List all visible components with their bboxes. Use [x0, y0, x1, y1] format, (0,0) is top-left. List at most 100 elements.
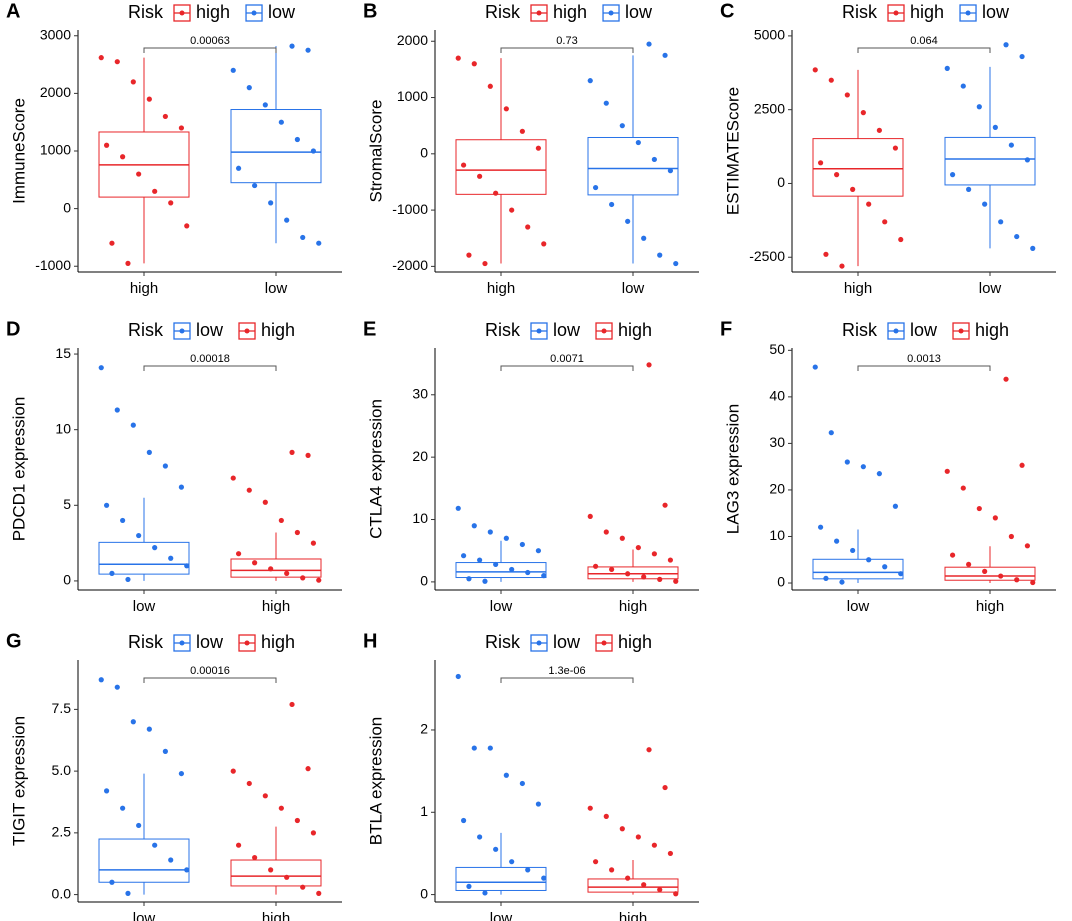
y-tick-label: 2500 — [754, 100, 785, 116]
y-tick-label: 40 — [769, 388, 785, 404]
p-value: 0.73 — [556, 35, 577, 47]
y-tick-label: 30 — [769, 434, 785, 450]
point — [482, 578, 488, 584]
point — [152, 842, 158, 848]
point — [162, 113, 168, 120]
y-tick-label: -1000 — [35, 257, 71, 273]
point — [278, 119, 284, 125]
legend-label: high — [261, 632, 295, 652]
point — [609, 201, 615, 208]
x-tick-label: high — [262, 910, 290, 921]
legend-title: Risk — [128, 2, 164, 22]
legend-label: low — [982, 2, 1010, 22]
y-tick-label: 20 — [412, 448, 428, 464]
x-tick-label: high — [619, 910, 647, 921]
y-tick-label: 1000 — [397, 88, 428, 104]
point — [316, 577, 322, 583]
point — [120, 517, 126, 524]
point — [289, 449, 295, 455]
point — [1024, 543, 1031, 549]
p-bracket — [143, 677, 277, 683]
point — [120, 154, 126, 160]
point — [168, 200, 174, 206]
box — [230, 859, 322, 887]
p-value: 0.0071 — [550, 353, 584, 365]
y-tick-label: 2000 — [397, 32, 428, 48]
point — [509, 859, 515, 865]
x-tick-label: low — [622, 280, 645, 297]
point — [184, 223, 190, 229]
point — [976, 505, 982, 512]
legend-label: low — [553, 632, 581, 652]
y-tick-label: 10 — [769, 527, 785, 543]
point — [541, 875, 547, 881]
point — [466, 576, 472, 582]
x-tick-label: high — [130, 280, 158, 297]
p-value: 1.3e-06 — [548, 665, 585, 677]
y-tick-label: 5 — [63, 496, 71, 512]
y-tick-label: 20 — [769, 481, 785, 497]
point — [103, 142, 110, 148]
box — [587, 136, 679, 196]
point — [603, 100, 609, 106]
point — [817, 160, 824, 166]
point — [109, 570, 115, 576]
y-tick-label: 0.0 — [52, 885, 72, 901]
point — [305, 452, 311, 458]
legend-label: high — [196, 2, 230, 22]
point — [866, 557, 872, 563]
point — [541, 241, 547, 247]
point — [812, 364, 818, 370]
point — [657, 252, 663, 258]
point — [525, 224, 531, 230]
point — [860, 464, 866, 470]
point — [519, 128, 525, 134]
x-tick-label: high — [619, 598, 647, 615]
y-tick-label: 2000 — [40, 84, 71, 100]
y-axis-title: TIGIT expression — [9, 716, 28, 846]
y-tick-label: 5.0 — [52, 762, 72, 778]
point — [493, 561, 499, 568]
point — [1024, 157, 1031, 163]
point — [136, 822, 142, 829]
panel-label: A — [6, 0, 20, 22]
point — [673, 578, 679, 584]
legend-key-dot — [179, 10, 185, 16]
panel: C Risk high low ESTIMATEScore -2500 0 2500 5000 h… — [720, 0, 1056, 297]
panel-label: C — [720, 0, 734, 22]
point — [592, 184, 599, 191]
y-tick-label: -2500 — [749, 248, 785, 264]
p-bracket — [500, 677, 634, 683]
point — [619, 535, 625, 541]
box — [455, 562, 547, 579]
legend-label: high — [618, 320, 652, 340]
y-tick-label: 7.5 — [52, 700, 72, 716]
legend-key-dot — [536, 10, 542, 16]
point — [860, 110, 866, 116]
point — [98, 677, 104, 683]
point — [892, 145, 899, 151]
point — [178, 125, 185, 131]
point — [603, 529, 609, 535]
point — [619, 123, 625, 129]
point — [268, 566, 274, 572]
point — [1014, 577, 1020, 583]
point — [477, 173, 483, 179]
point — [509, 207, 515, 213]
point — [294, 136, 300, 143]
point — [493, 190, 499, 196]
point — [876, 471, 882, 477]
legend-key-dot — [601, 328, 607, 334]
point — [657, 887, 663, 893]
point — [635, 544, 641, 551]
point — [519, 780, 525, 787]
y-tick-label: 5000 — [754, 27, 785, 43]
point — [992, 515, 998, 521]
x-tick-label: high — [844, 280, 872, 297]
box — [812, 138, 904, 197]
x-tick-label: low — [133, 910, 156, 921]
y-tick-label: -1000 — [392, 201, 428, 217]
y-axis-title: ESTIMATEScore — [723, 87, 742, 215]
x-tick-label: low — [133, 598, 156, 615]
point — [252, 560, 258, 566]
